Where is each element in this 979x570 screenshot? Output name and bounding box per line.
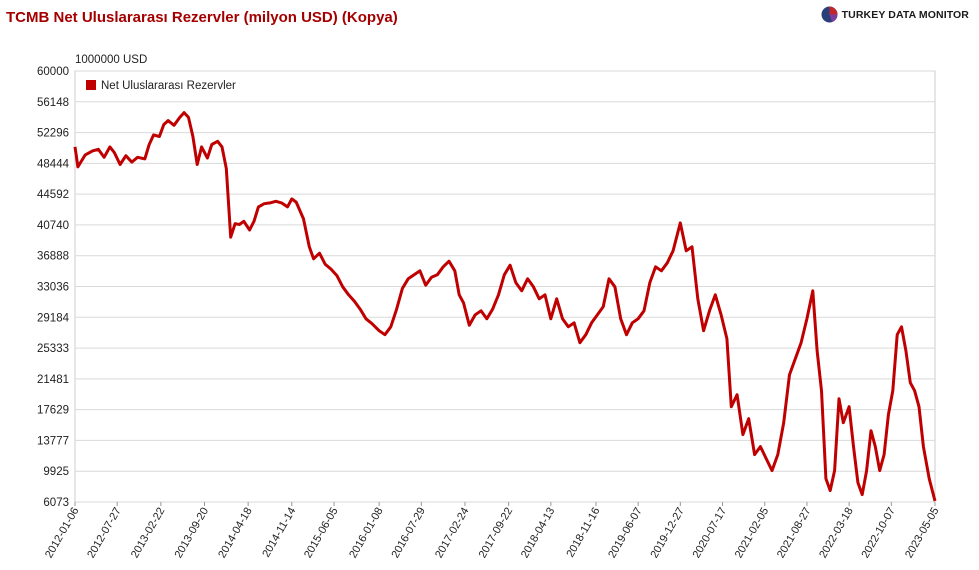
x-tick-label: 2018-04-13 bbox=[519, 506, 558, 561]
y-tick-label: 25333 bbox=[37, 343, 69, 355]
x-tick-label: 2013-09-20 bbox=[173, 506, 212, 561]
chart-title: TCMB Net Uluslararası Rezervler (milyon … bbox=[6, 9, 398, 26]
y-tick-label: 44592 bbox=[37, 189, 69, 201]
pie-logo-icon bbox=[821, 6, 838, 23]
x-tick-label: 2023-05-05 bbox=[903, 506, 942, 561]
y-tick-label: 9925 bbox=[43, 466, 69, 478]
x-tick-label: 2016-01-08 bbox=[347, 506, 386, 561]
x-tick-label: 2021-02-05 bbox=[733, 506, 772, 561]
x-tick-label: 2016-07-29 bbox=[389, 506, 428, 561]
x-tick-label: 2021-08-27 bbox=[775, 506, 814, 561]
y-axis-ticks: 60000 56148 52296 48444 44592 40740 36888 33036… bbox=[37, 66, 70, 509]
y-tick-label: 36888 bbox=[37, 251, 69, 263]
x-tick-label: 2018-11-16 bbox=[564, 506, 602, 560]
unit-label: 1000000 USD bbox=[75, 54, 147, 66]
logo: TURKEY DATA MONITOR bbox=[821, 6, 969, 23]
y-tick-label: 17629 bbox=[37, 405, 69, 417]
y-tick-label: 56148 bbox=[37, 97, 69, 109]
x-tick-label: 2017-02-24 bbox=[433, 506, 472, 561]
x-tick-label: 2019-12-27 bbox=[648, 506, 687, 561]
x-tick-label: 2012-07-27 bbox=[85, 506, 124, 561]
y-tick-label: 33036 bbox=[37, 282, 69, 294]
legend-swatch bbox=[86, 80, 96, 90]
x-tick-label: 2015-06-05 bbox=[302, 506, 341, 561]
y-tick-label: 48444 bbox=[37, 158, 70, 170]
y-tick-label: 60000 bbox=[37, 66, 69, 78]
x-tick-label: 2022-10-07 bbox=[859, 506, 898, 561]
x-tick-label: 2014-11-14 bbox=[260, 506, 298, 560]
y-tick-label: 13777 bbox=[37, 435, 69, 447]
x-tick-label: 2012-01-06 bbox=[43, 506, 82, 561]
y-tick-label: 21481 bbox=[37, 374, 69, 386]
y-tick-label: 52296 bbox=[37, 128, 69, 140]
logo-text: TURKEY DATA MONITOR bbox=[841, 8, 969, 21]
x-axis-ticks: 2012-01-06 2012-07-27 2013-02-22 2013-09-20… bbox=[43, 502, 942, 560]
y-tick-label: 40740 bbox=[37, 220, 69, 232]
grid-lines bbox=[74, 70, 936, 503]
series-line bbox=[73, 111, 937, 502]
x-tick-label: 2013-02-22 bbox=[129, 506, 168, 561]
x-tick-label: 2020-07-17 bbox=[691, 506, 730, 561]
x-tick-label: 2019-06-07 bbox=[606, 506, 645, 561]
legend-label: Net Uluslararası Rezervler bbox=[101, 80, 236, 92]
y-tick-label: 29184 bbox=[37, 312, 70, 324]
y-tick-label: 6073 bbox=[43, 497, 69, 509]
x-tick-label: 2014-04-18 bbox=[216, 506, 255, 561]
x-tick-label: 2017-09-22 bbox=[477, 506, 516, 561]
x-tick-label: 2022-03-18 bbox=[817, 506, 856, 561]
legend[interactable]: Net Uluslararası Rezervler bbox=[86, 80, 236, 92]
